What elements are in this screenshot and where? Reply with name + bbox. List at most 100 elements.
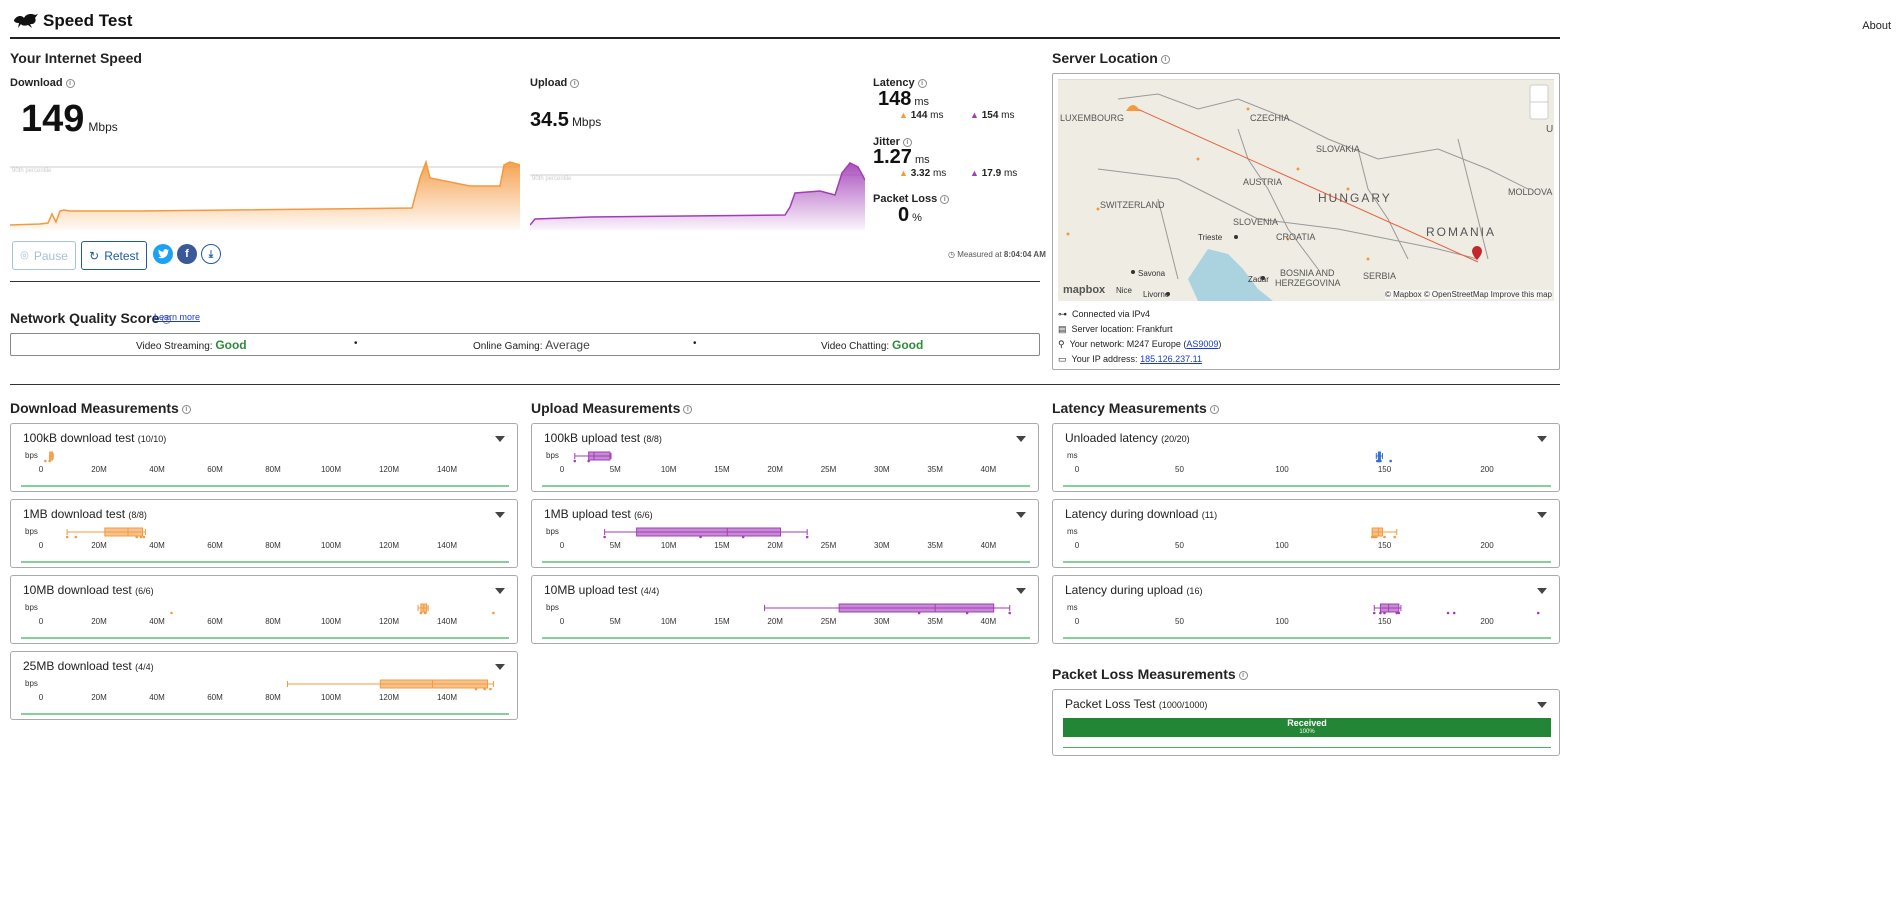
data-point (1393, 535, 1397, 539)
tick-label: 80M (265, 465, 281, 474)
chevron-down-icon[interactable] (1016, 512, 1026, 518)
data-point (805, 535, 809, 539)
tick-label: 20M (767, 617, 783, 626)
tick-label: 100M (320, 617, 341, 626)
packet-loss-value: 0% (898, 204, 922, 226)
boxplot (542, 451, 1030, 487)
facebook-icon[interactable]: f (177, 244, 197, 264)
chevron-down-icon[interactable] (495, 436, 505, 442)
server-map[interactable]: LUXEMBOURG CZECHIA SLOVAKIA AUSTRIA HUNG… (1058, 79, 1554, 301)
data-point (965, 611, 969, 615)
data-point (139, 535, 143, 539)
latency-label: Latency i (873, 77, 927, 89)
download-person-icon: ▲ (899, 110, 908, 120)
chevron-down-icon[interactable] (1537, 436, 1547, 442)
test-title: Latency during download (11) (1065, 507, 1218, 521)
upload-test-card[interactable]: 1MB upload test (6/6) bps 0 5M 10M 15M 20M 25M 3… (531, 499, 1039, 568)
chevron-down-icon[interactable] (1537, 588, 1547, 594)
axis-unit: bps (25, 603, 38, 612)
map-label-herzegovina: HERZEGOVINA (1275, 278, 1341, 288)
learn-more-link[interactable]: Learn more (154, 312, 201, 322)
packet-loss-card[interactable]: Packet Loss Test (1000/1000) Received 10… (1052, 689, 1560, 756)
boxplot (21, 527, 509, 563)
boxplot (1063, 527, 1551, 563)
jitter-value: 1.27 ms (873, 146, 930, 168)
tick-label: 120M (378, 465, 399, 474)
data-point (1370, 535, 1374, 539)
upload-test-card[interactable]: 10MB upload test (4/4) bps 0 5M 10M 15M 20M 25M… (531, 575, 1039, 644)
speed-divider (10, 281, 1040, 282)
map-label-hungary: HUNGARY (1318, 191, 1392, 205)
tick-label: 35M (927, 541, 943, 550)
tick-label: 60M (207, 541, 223, 550)
server-box (1052, 73, 1560, 370)
boxplot (1063, 451, 1551, 487)
tick-label: 25M (820, 465, 837, 474)
tick-label: 20M (91, 693, 107, 702)
tick-label: 120M (378, 617, 399, 626)
app-title: Speed Test (43, 11, 133, 30)
download-test-card[interactable]: 10MB download test (6/6) bps 0 20M 40M 60M 80M… (10, 575, 518, 644)
data-point (483, 687, 487, 691)
tick-label: 40M (149, 617, 165, 626)
ip-link[interactable]: 185.126.237.11 (1140, 354, 1202, 364)
info-icon: i (181, 404, 191, 414)
tick-label: 80M (265, 541, 281, 550)
map-label-czechia: CZECHIA (1250, 113, 1290, 123)
chevron-down-icon[interactable] (495, 588, 505, 594)
download-person-icon: ▲ (899, 168, 908, 178)
server-icon: ▤ (1058, 324, 1067, 334)
boxplot (21, 603, 509, 639)
map-label-livorno: Livorno (1143, 290, 1170, 299)
download-test-card[interactable]: 100kB download test (10/10) bps 0 20M 40M 60M… (10, 423, 518, 492)
pause-button[interactable]: ◎ Pause (12, 241, 76, 270)
data-point (573, 459, 577, 463)
latency-test-card[interactable]: Unloaded latency (20/20) ms 0 50 100 150 200 (1052, 423, 1560, 492)
data-point (65, 535, 69, 539)
connected-via: ⊶ Connected via IPv4 (1058, 309, 1151, 319)
chevron-down-icon[interactable] (495, 512, 505, 518)
twitter-icon[interactable] (153, 244, 173, 264)
info-icon: i (940, 194, 950, 204)
server-section-title: Server Location i (1052, 50, 1170, 66)
network-icon: ⊶ (1058, 309, 1067, 319)
latency-measurements-title: Latency Measurements i (1052, 400, 1219, 416)
axis-unit: bps (25, 679, 38, 688)
map-label-slovakia: SLOVAKIA (1316, 144, 1360, 154)
tick-label: 25M (820, 541, 837, 550)
tick-label: 0 (559, 465, 565, 474)
retest-button[interactable]: ↻ Retest (81, 241, 147, 270)
boxplot (21, 679, 509, 715)
as-link[interactable]: AS9009 (1186, 339, 1219, 349)
chevron-down-icon[interactable] (1537, 702, 1547, 708)
chevron-down-icon[interactable] (495, 664, 505, 670)
online-gaming-score: Online Gaming: Average (473, 338, 590, 352)
latency-test-card[interactable]: Latency during upload (16) ms 0 50 100 150 200 (1052, 575, 1560, 644)
map-label-bosnia: BOSNIA AND (1280, 268, 1335, 278)
data-point (1536, 611, 1540, 615)
download-results-icon[interactable]: ⤓ (201, 244, 221, 264)
tick-label: 20M (767, 465, 783, 474)
upload-test-card[interactable]: 100kB upload test (8/8) bps 0 5M 10M 15M 20M 25… (531, 423, 1039, 492)
axis-unit: bps (25, 527, 38, 536)
tick-label: 140M (436, 617, 457, 626)
tick-label: 5M (609, 541, 621, 550)
chevron-down-icon[interactable] (1016, 588, 1026, 594)
map-attribution[interactable]: © Mapbox © OpenStreetMap Improve this ma… (1385, 290, 1552, 299)
download-test-card[interactable]: 25MB download test (4/4) bps 0 20M 40M 60M 80M… (10, 651, 518, 720)
tick-label: 150 (1377, 541, 1392, 550)
chevron-down-icon[interactable] (1016, 436, 1026, 442)
latency-value: 148 ms (878, 88, 930, 110)
chevron-down-icon[interactable] (1537, 512, 1547, 518)
map-label-savona: Savona (1138, 269, 1166, 278)
tick-label: 80M (265, 693, 281, 702)
data-point (699, 535, 702, 539)
packet-loss-measurements-title: Packet Loss Measurements i (1052, 666, 1248, 682)
map-label-luxembourg: LUXEMBOURG (1060, 113, 1125, 123)
download-test-card[interactable]: 1MB download test (8/8) bps 0 20M 40M 60M 80M 1… (10, 499, 518, 568)
tick-label: 120M (378, 693, 399, 702)
tick-label: 50 (1175, 541, 1184, 550)
about-link[interactable]: About (1862, 20, 1891, 32)
latency-test-card[interactable]: Latency during download (11) ms 0 50 100 150 2… (1052, 499, 1560, 568)
tick-label: 60M (207, 617, 223, 626)
